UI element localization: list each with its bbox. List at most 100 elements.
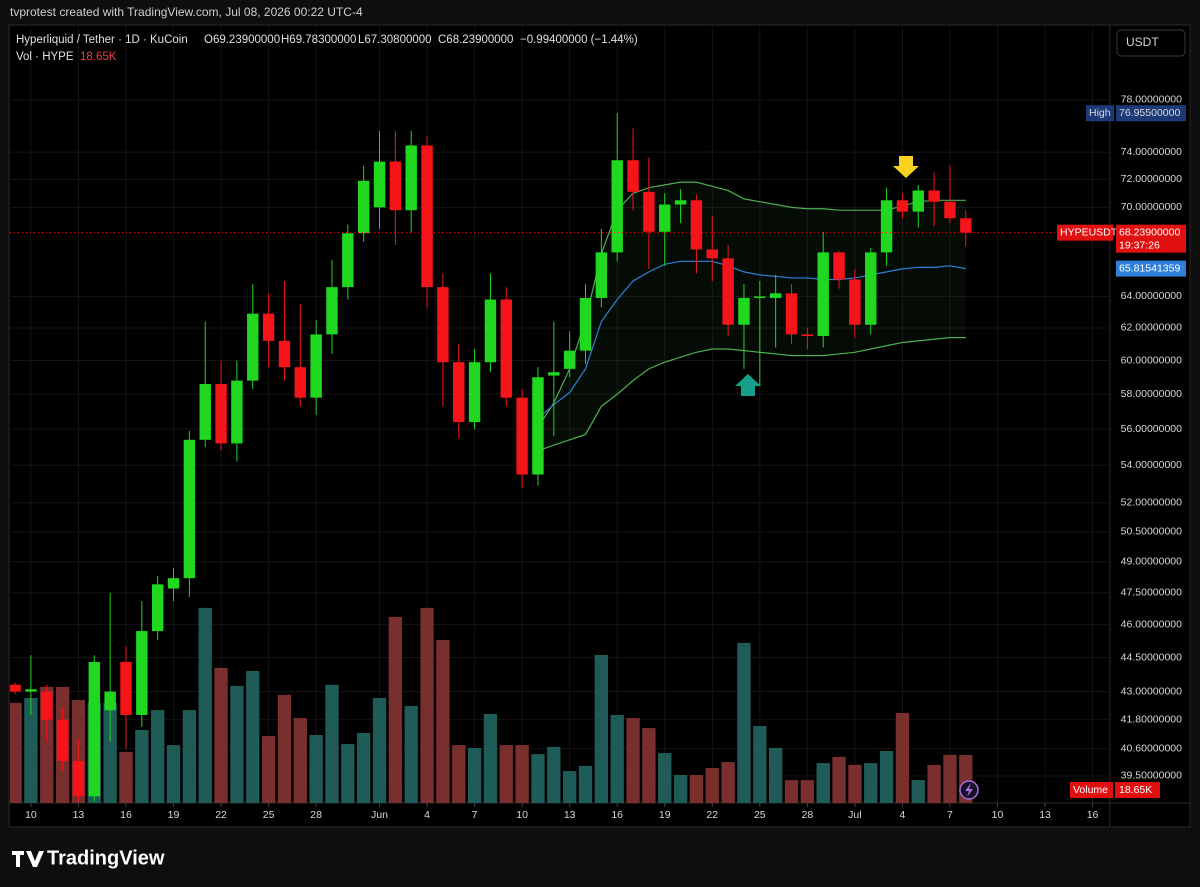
y-tick-label: 47.50000000 xyxy=(1121,586,1182,598)
volume-bar xyxy=(325,684,339,803)
band-line xyxy=(537,181,966,428)
volume-bar xyxy=(658,753,672,803)
candle-body xyxy=(373,161,386,208)
volume-bar xyxy=(277,694,292,803)
candle-body xyxy=(88,662,101,797)
candle-body xyxy=(516,397,528,475)
x-tick-label: 7 xyxy=(947,809,953,821)
candle-body xyxy=(722,258,734,325)
volume-bar xyxy=(879,751,894,803)
price-tag-label: 68.23900000 xyxy=(1119,226,1180,238)
volume-bar xyxy=(816,763,830,803)
candle-body xyxy=(659,204,671,232)
volume-bar xyxy=(214,667,228,803)
volume-bar xyxy=(483,713,498,803)
volume-tag-label: 18.65K xyxy=(1119,784,1152,796)
candle-body xyxy=(579,297,592,351)
x-tick-label: 7 xyxy=(472,809,478,821)
x-tick-label: 28 xyxy=(310,809,322,821)
volume-bar xyxy=(689,774,704,803)
candle-body xyxy=(532,377,544,475)
y-tick-label: 41.80000000 xyxy=(1121,714,1182,726)
candle-body xyxy=(262,313,275,341)
price-tag xyxy=(1086,105,1114,122)
signal-arrow-down xyxy=(893,156,919,178)
header: tvprotest created with TradingView.com, … xyxy=(10,5,363,19)
x-tick-label: Jun xyxy=(371,809,388,821)
volume-bar xyxy=(943,754,957,803)
y-tick-label: 39.50000000 xyxy=(1121,770,1182,782)
candle-body xyxy=(865,252,877,325)
price-tag xyxy=(1116,105,1186,122)
legend-open: O69.23900000 xyxy=(204,34,280,46)
y-tick-label: 74.00000000 xyxy=(1121,146,1182,158)
y-tick-label: 52.00000000 xyxy=(1121,497,1182,509)
volume-bar xyxy=(927,764,941,803)
band-line xyxy=(537,337,966,452)
volume-bar xyxy=(341,744,355,803)
y-tick-label: 46.00000000 xyxy=(1121,618,1182,630)
volume-bar xyxy=(610,714,624,803)
currency-button[interactable] xyxy=(1116,29,1186,57)
candle-body xyxy=(944,201,956,219)
candle-body xyxy=(199,384,211,440)
legend-low: L67.30800000 xyxy=(358,34,432,46)
currency-button-label[interactable]: USDT xyxy=(1126,35,1159,49)
candle-body xyxy=(769,293,782,298)
y-tick-label: 60.00000000 xyxy=(1121,354,1182,366)
candle-body xyxy=(183,439,196,579)
candle-body xyxy=(310,334,322,398)
candle-body xyxy=(167,578,180,589)
y-tick-label: 43.00000000 xyxy=(1121,685,1182,697)
candle-body xyxy=(468,362,481,423)
candle-body xyxy=(120,662,132,715)
volume-bar xyxy=(895,712,910,803)
candle-body xyxy=(72,760,85,797)
plot: 78.00000000 74.00000000 72.00000000 70.0000… xyxy=(10,25,1186,821)
candle-body xyxy=(548,372,560,376)
volume-bar xyxy=(467,747,482,803)
x-tick-label: 16 xyxy=(1087,809,1099,821)
volume-bar xyxy=(769,747,783,803)
candle-body xyxy=(278,340,291,368)
candle-body xyxy=(41,691,53,720)
volume-bar xyxy=(578,765,593,803)
price-tag-name: HYPEUSDT xyxy=(1060,226,1118,238)
legend-high: H69.78300000 xyxy=(281,34,356,46)
candle-body xyxy=(928,190,940,202)
x-tick-label: 13 xyxy=(564,809,576,821)
legend-symbol: Hyperliquid / Tether · 1D · KuCoin xyxy=(16,34,188,46)
volume-bar xyxy=(246,670,260,803)
y-tick-label: 54.00000000 xyxy=(1121,459,1182,471)
candle-body xyxy=(357,180,370,234)
candle-body xyxy=(342,233,354,288)
volume-icon-bolt[interactable] xyxy=(965,783,973,797)
volume-bar xyxy=(166,745,181,803)
volume-bar xyxy=(547,746,561,803)
volume-tag xyxy=(1115,782,1160,798)
volume-bar xyxy=(103,702,117,803)
candle-body xyxy=(389,161,402,211)
legend-volume-value: 18.65K xyxy=(80,51,117,63)
volume-bar xyxy=(563,771,577,803)
price-tag xyxy=(1116,224,1186,253)
volume-bar xyxy=(436,640,450,803)
candle-body xyxy=(674,200,687,205)
candle-body xyxy=(785,293,798,335)
candle-body xyxy=(643,191,655,232)
volume-bar xyxy=(531,754,545,803)
volume-bar xyxy=(737,642,751,803)
x-tick-label: 4 xyxy=(900,809,906,821)
brand-glyph xyxy=(12,851,44,867)
candle-body xyxy=(738,297,750,325)
volume-bar xyxy=(864,763,878,803)
x-tick-label: Jul xyxy=(848,809,861,821)
price-tag-label: 76.95500000 xyxy=(1119,107,1180,119)
price-tag-label: 65.81541359 xyxy=(1119,262,1180,274)
x-tick-label: 4 xyxy=(424,809,430,821)
candle-body xyxy=(500,299,512,398)
volume-bar xyxy=(24,697,38,803)
volume-bar xyxy=(721,762,735,803)
